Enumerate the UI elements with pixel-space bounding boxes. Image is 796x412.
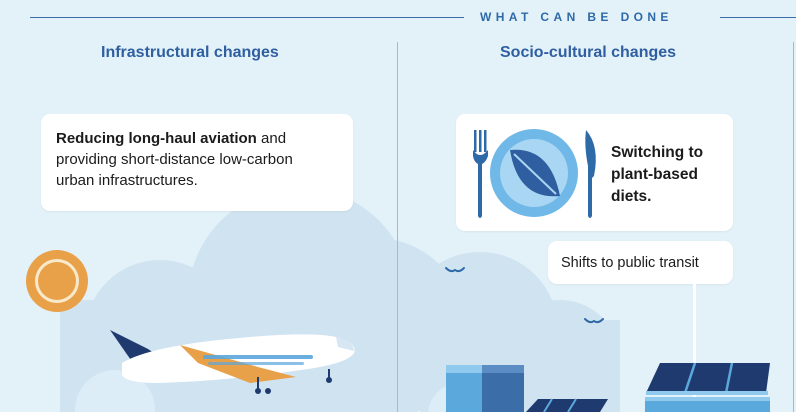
infrastructure-card: Reducing long-haul aviation and providin… — [41, 114, 353, 211]
sun-icon — [26, 250, 88, 312]
header-rule-right — [720, 17, 796, 18]
column-divider — [397, 42, 398, 412]
section-heading: WHAT CAN BE DONE — [480, 10, 673, 24]
knife-icon — [585, 130, 596, 218]
infrastructure-card-text: Reducing long-haul aviation and providin… — [56, 128, 346, 191]
infrastructure-card-line2: providing short-distance low-carbon — [56, 151, 293, 168]
column-title-socio-cultural: Socio-cultural changes — [500, 44, 677, 61]
transit-label-text: Shifts to public transit — [561, 255, 699, 271]
plate-with-leaf-icon — [473, 129, 596, 218]
airplane-icon — [110, 330, 355, 394]
transit-label-card — [548, 241, 733, 284]
fork-icon — [473, 130, 488, 218]
column-title-infrastructural: Infrastructural changes — [101, 44, 279, 61]
infrastructure-card-bold: Reducing long-haul aviation — [56, 130, 257, 147]
header-rule-left — [30, 17, 464, 18]
bird-icon — [445, 267, 465, 273]
bird-icon — [584, 318, 604, 324]
city-buildings-icon — [446, 362, 770, 412]
column-divider-right — [793, 42, 794, 412]
diet-card-text: Switching to plant-based diets. — [611, 144, 704, 205]
infrastructure-card-line3: urban infrastructures. — [56, 172, 198, 189]
infrastructure-card-line1-rest: and — [256, 130, 287, 147]
transit-label-pointer — [693, 284, 696, 412]
